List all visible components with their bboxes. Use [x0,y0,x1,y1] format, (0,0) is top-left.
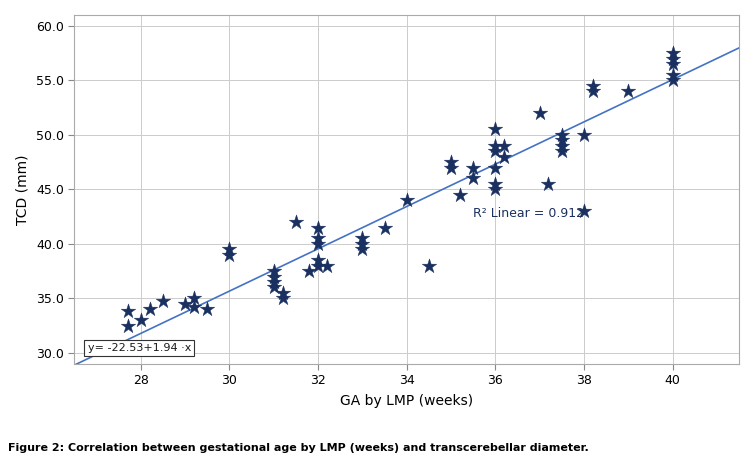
Point [489,180,501,187]
Point [489,142,501,149]
Point [188,295,200,302]
Point [121,322,133,329]
Point [454,191,466,198]
Point [312,235,324,242]
Text: Figure 2: Correlation between gestational age by LMP (weeks) and transcerebellar: Figure 2: Correlation between gestationa… [8,443,588,453]
Point [489,164,501,171]
Point [135,317,147,324]
Point [556,131,568,138]
Point [667,55,679,62]
Point [622,88,634,95]
Point [467,175,480,182]
Point [556,136,568,144]
Point [223,251,235,258]
Point [445,164,457,171]
Text: y= -22.53+1.94 ·x: y= -22.53+1.94 ·x [87,343,191,353]
Point [489,126,501,133]
Point [290,218,302,226]
Point [179,300,192,308]
Point [587,88,599,95]
Point [312,224,324,231]
Point [312,262,324,269]
Point [268,273,280,280]
Point [667,77,679,84]
Point [556,147,568,155]
Point [303,268,315,275]
Point [400,197,412,204]
Point [667,61,679,68]
Point [201,306,213,313]
Point [578,207,590,215]
Point [423,262,435,269]
Point [188,303,200,311]
Text: R² Linear = 0.912: R² Linear = 0.912 [474,207,584,220]
Point [277,289,289,297]
Point [312,240,324,248]
Point [556,142,568,149]
Point [357,240,369,248]
Point [157,297,169,304]
Point [489,147,501,155]
Point [357,246,369,253]
Point [321,262,333,269]
Point [379,224,391,231]
Point [268,268,280,275]
Point [277,295,289,302]
Point [667,50,679,57]
Point [534,110,546,117]
Point [467,164,480,171]
Point [667,71,679,79]
Point [121,308,133,315]
Point [578,131,590,138]
Point [357,235,369,242]
Point [223,246,235,253]
Y-axis label: TCD (mm): TCD (mm) [15,154,29,225]
Point [268,278,280,286]
Point [587,82,599,90]
Point [489,186,501,193]
Point [144,306,156,313]
Point [498,142,510,149]
X-axis label: GA by LMP (weeks): GA by LMP (weeks) [340,394,474,408]
Point [445,158,457,166]
Point [498,153,510,160]
Point [312,257,324,264]
Point [542,180,554,187]
Point [268,284,280,291]
